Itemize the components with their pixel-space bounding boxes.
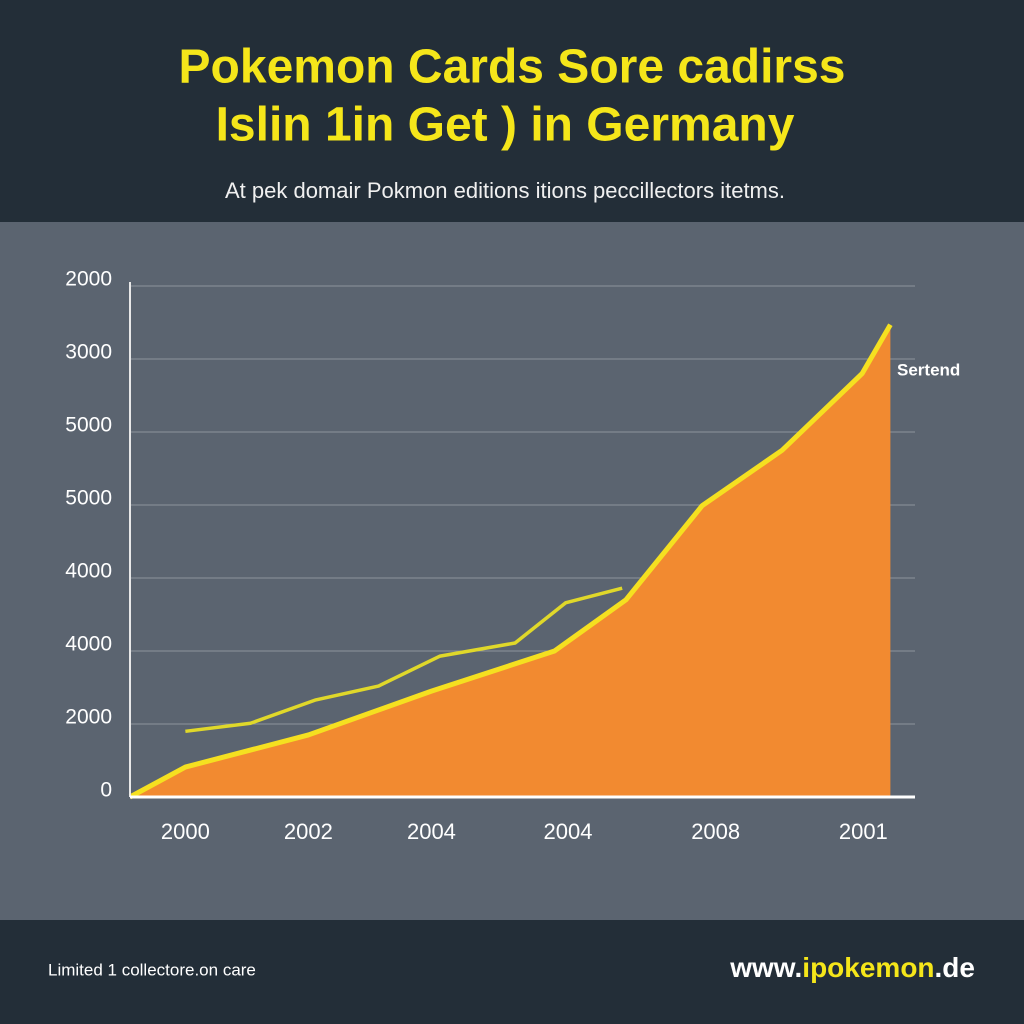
y-tick-label: 3000 — [65, 341, 112, 364]
title-line: Pokemon Cards Sore cadirss — [179, 41, 846, 94]
y-tick-label: 2000 — [65, 268, 112, 291]
x-tick-label: 2000 — [161, 819, 210, 844]
header-bg — [0, 0, 1024, 222]
site-part: .de — [935, 952, 975, 983]
area — [130, 324, 891, 797]
x-tick-label: 2001 — [839, 819, 888, 844]
line — [185, 586, 623, 734]
subtitle: At pek domair Pokmon editions itions pec… — [225, 178, 785, 203]
footer-note: Limited 1 collectore.on care — [48, 960, 256, 979]
x-tick-label: 2002 — [284, 819, 333, 844]
site-part: ipokemon — [802, 952, 934, 983]
x-tick-label: 2004 — [407, 819, 456, 844]
x-tick-label: 2008 — [691, 819, 740, 844]
y-tick-label: 0 — [100, 779, 112, 802]
y-tick-label: 5000 — [65, 414, 112, 437]
y-tick-label: 4000 — [65, 633, 112, 656]
y-tick-label: 2000 — [65, 706, 112, 729]
line — [128, 323, 893, 800]
site-part: www. — [729, 952, 802, 983]
y-tick-label: 5000 — [65, 487, 112, 510]
annotation: Sertend — [897, 360, 960, 379]
x-tick-label: 2004 — [544, 819, 593, 844]
y-tick-label: 4000 — [65, 560, 112, 583]
title-line: Islin 1in Get ) in Germany — [216, 99, 795, 152]
website: www.ipokemon.de — [729, 952, 975, 983]
footer-bg — [0, 920, 1024, 1024]
